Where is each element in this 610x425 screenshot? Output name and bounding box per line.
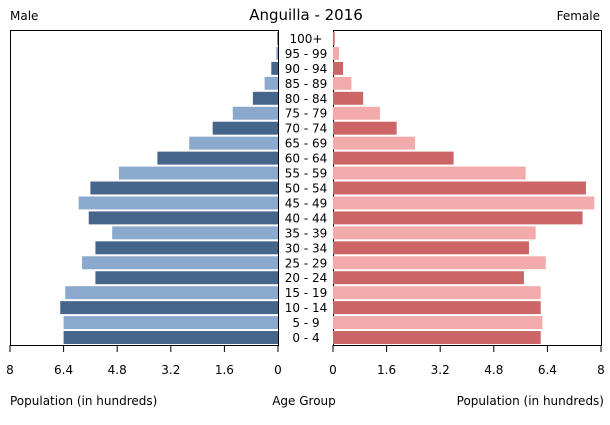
male-bar: [232, 106, 278, 120]
male-bar: [95, 241, 278, 255]
age-group-label: 90 - 94: [285, 62, 328, 76]
male-axis-tick-label: 6.4: [54, 363, 73, 377]
female-label: Female: [557, 9, 600, 23]
age-group-label: 45 - 49: [285, 196, 328, 210]
female-bar: [333, 196, 595, 210]
female-bar: [333, 32, 335, 45]
male-plot-frame: [10, 30, 279, 346]
male-x-axis: 8 6.4 4.8 3.2 1.6 0: [6, 345, 282, 377]
female-bar: [333, 121, 397, 135]
age-group-label: 70 - 74: [285, 122, 328, 136]
female-axis-tick-label: 1.6: [377, 363, 396, 377]
male-bar: [112, 226, 278, 240]
female-bar: [333, 286, 541, 300]
x-axis-label-right: Population (in hundreds): [457, 394, 604, 408]
female-x-axis: 0 1.6 3.2 4.8 6.4 8: [329, 345, 605, 377]
female-bar: [333, 106, 380, 120]
female-axis-tick-label: 3.2: [431, 363, 450, 377]
male-axis-tick-label: 8: [6, 363, 14, 377]
age-group-label: 100+: [290, 32, 323, 46]
x-axis-label-left: Population (in hundreds): [10, 394, 157, 408]
female-axis-tick-label: 6.4: [538, 363, 557, 377]
male-bar: [63, 331, 278, 344]
age-group-label: 30 - 34: [285, 241, 328, 255]
male-bars: [60, 32, 279, 344]
age-group-label: 80 - 84: [285, 92, 328, 106]
age-group-label: 25 - 29: [285, 256, 328, 270]
age-group-label: 35 - 39: [285, 226, 328, 240]
male-bar: [95, 271, 278, 285]
age-group-label: 60 - 64: [285, 152, 328, 166]
male-bar: [82, 256, 279, 270]
female-bar: [333, 136, 416, 150]
male-bar: [271, 61, 278, 75]
male-bar: [63, 316, 278, 330]
male-bar: [264, 76, 278, 90]
age-group-label: 5 - 9: [292, 316, 319, 330]
female-bars: [333, 32, 595, 344]
female-bar: [333, 211, 583, 225]
male-axis-tick-label: 0: [274, 363, 282, 377]
male-axis-tick-label: 3.2: [161, 363, 180, 377]
female-bar: [333, 301, 541, 315]
female-axis-tick-label: 0: [329, 363, 337, 377]
age-group-label: 20 - 24: [285, 271, 328, 285]
male-bar: [212, 121, 278, 135]
male-bar: [189, 136, 278, 150]
age-group-label: 40 - 44: [285, 211, 328, 225]
age-group-label: 15 - 19: [285, 286, 328, 300]
female-bar: [333, 271, 524, 285]
female-bar: [333, 241, 529, 255]
female-axis-tick-label: 8: [597, 363, 605, 377]
female-axis-tick-label: 4.8: [484, 363, 503, 377]
age-group-label: 0 - 4: [292, 331, 319, 345]
female-bar: [333, 316, 543, 330]
female-bar: [333, 331, 541, 344]
age-group-label: 95 - 99: [285, 47, 328, 61]
age-group-label: 75 - 79: [285, 107, 328, 121]
age-group-label: 50 - 54: [285, 182, 328, 196]
female-bar: [333, 61, 344, 75]
x-axis-label-center: Age Group: [272, 394, 336, 408]
female-bar: [333, 151, 454, 165]
male-bar: [118, 166, 278, 180]
male-label: Male: [10, 9, 38, 23]
male-bar: [276, 46, 278, 60]
chart-title: Anguilla - 2016: [249, 6, 363, 24]
female-bar: [333, 256, 546, 270]
female-bar: [333, 91, 364, 105]
male-bar: [252, 91, 278, 105]
male-bar: [60, 301, 278, 315]
age-group-label: 85 - 89: [285, 77, 328, 91]
male-bar: [88, 211, 278, 225]
male-bar: [65, 286, 279, 300]
age-group-label: 65 - 69: [285, 137, 328, 151]
male-bar: [90, 181, 279, 195]
male-bar: [277, 32, 278, 45]
age-group-label: 55 - 59: [285, 167, 328, 181]
female-bar: [333, 46, 340, 60]
male-bar: [157, 151, 278, 165]
age-group-label: 10 - 14: [285, 301, 328, 315]
female-bar: [333, 76, 352, 90]
male-axis-tick-label: 4.8: [108, 363, 127, 377]
male-axis-tick-label: 1.6: [215, 363, 234, 377]
female-bar: [333, 166, 526, 180]
female-bar: [333, 181, 586, 195]
male-bar: [78, 196, 278, 210]
female-bar: [333, 226, 536, 240]
